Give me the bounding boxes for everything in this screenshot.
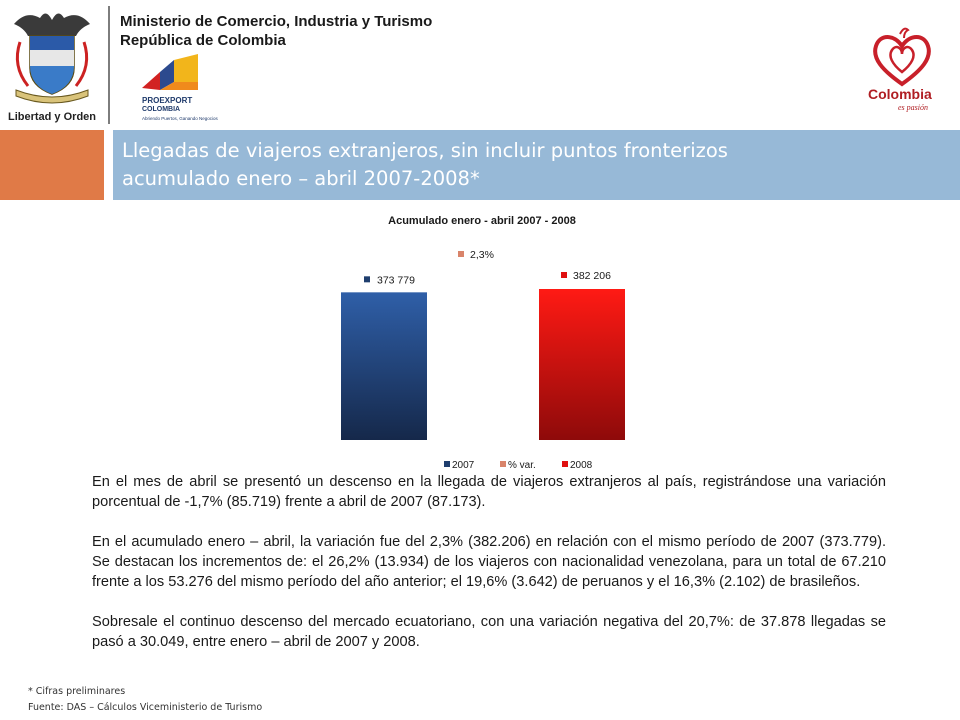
analysis-text: En el mes de abril se presentó un descen… xyxy=(92,472,886,652)
ministry-line-1: Ministerio de Comercio, Industria y Turi… xyxy=(120,13,433,30)
data-label-2008: 382 206 xyxy=(573,270,611,282)
proexport-tagline: Abriendo Puertos, Ganando Negocios xyxy=(142,116,218,121)
label-marker-2007 xyxy=(364,276,370,283)
crest-motto: Libertad y Orden xyxy=(8,111,96,123)
paragraph-april: En el mes de abril se presentó un descen… xyxy=(92,474,886,510)
proexport-country: COLOMBIA xyxy=(142,106,181,113)
legend-marker-0 xyxy=(444,461,450,467)
ministry-line-2: República de Colombia xyxy=(120,32,286,49)
title-bar xyxy=(113,130,960,200)
colombia-logo-name: Colombia xyxy=(868,86,932,102)
header-divider xyxy=(108,6,110,124)
source-note: Fuente: DAS – Cálculos Viceministerio de… xyxy=(28,702,263,713)
paragraph-ecuador: Sobresale el continuo descenso del merca… xyxy=(92,614,886,650)
orange-accent-box xyxy=(0,130,104,200)
colombia-logo-tagline: es pasión xyxy=(898,103,928,112)
label-marker-var xyxy=(458,251,464,257)
legend-item-0: 2007 xyxy=(452,460,475,471)
legend-item-2: 2008 xyxy=(570,460,593,471)
slide-title-line-1: Llegadas de viajeros extranjeros, sin in… xyxy=(122,139,728,162)
proexport-logo-icon xyxy=(142,54,198,90)
coat-of-arms-icon: Libertad y Orden xyxy=(8,13,96,123)
label-marker-2008 xyxy=(561,272,567,278)
data-label-2007: 373 779 xyxy=(377,274,415,286)
slide-title: Llegadas de viajeros extranjeros, sin in… xyxy=(122,137,728,193)
proexport-name: PROEXPORT xyxy=(142,96,193,105)
arrivals-bar-chart: Acumulado enero - abril 2007 - 2008 373 … xyxy=(341,215,625,471)
legend-marker-2 xyxy=(562,461,568,467)
colombia-heart-logo-icon xyxy=(873,27,931,87)
bar-2008 xyxy=(539,289,625,440)
legend-item-1: % var. xyxy=(508,460,536,471)
data-label-var: 2,3% xyxy=(470,249,494,261)
paragraph-accumulated: En el acumulado enero – abril, la variac… xyxy=(92,534,886,590)
slide-title-line-2: acumulado enero – abril 2007-2008* xyxy=(122,167,480,190)
legend-marker-1 xyxy=(500,461,506,467)
preliminary-figures-note: * Cifras preliminares xyxy=(28,686,126,697)
chart-title: Acumulado enero - abril 2007 - 2008 xyxy=(388,215,576,227)
bar-2007 xyxy=(341,292,427,440)
header: Libertad y Orden Ministerio de Comercio,… xyxy=(0,0,960,130)
ministry-name: Ministerio de Comercio, Industria y Turi… xyxy=(120,12,432,50)
